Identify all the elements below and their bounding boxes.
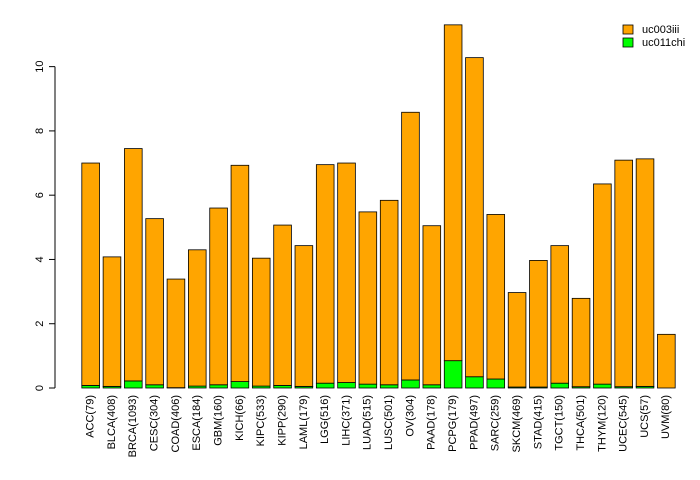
x-tick-label: OV(304): [404, 395, 416, 437]
bar-uc003iii-LGG(516): [315, 164, 335, 384]
bars: [81, 24, 676, 389]
x-tick-label: LIHC(371): [340, 395, 352, 446]
bar-uc003iii-PAAD(178): [422, 225, 442, 386]
x-tick-label: UCS(57): [639, 395, 651, 438]
bar-uc003iii-CESC(304): [145, 218, 164, 386]
bar-uc011chi-LGG(516): [315, 382, 335, 389]
x-tick-label: UVM(80): [660, 395, 672, 439]
x-tick-label: CESC(304): [149, 395, 161, 451]
x-tick-label: LUAD(515): [362, 395, 374, 450]
x-tick-label: LAML(179): [298, 395, 310, 449]
x-tick-label: STAD(415): [532, 395, 544, 449]
x-tick-label: GBM(160): [212, 395, 224, 446]
bar-uc003iii-LUSC(501): [379, 199, 399, 386]
bar-uc003iii-KIPP(290): [273, 224, 292, 386]
bar-uc003iii-THYM(120): [593, 183, 612, 385]
x-tick-label: UCEC(545): [618, 395, 630, 452]
bar-uc003iii-PCPG(179): [443, 24, 463, 362]
bar-uc003iii-BRCA(1093): [124, 148, 143, 382]
x-tick-label: PPAD(497): [468, 395, 480, 450]
bar-uc003iii-LIHC(371): [337, 162, 356, 383]
x-tick-label: PAAD(178): [426, 395, 438, 450]
legend-label-uc003iii: uc003iii: [642, 24, 679, 36]
x-tick-label: BRCA(1093): [127, 395, 139, 457]
bar-uc011chi-LUSC(501): [379, 384, 399, 389]
x-tick-label: KICH(66): [234, 395, 246, 441]
y-tick-label: 10: [34, 61, 46, 73]
bar-uc003iii-SKCM(469): [507, 292, 527, 388]
x-tick-label: SARC(259): [490, 395, 502, 451]
bar-uc011chi-THYM(120): [593, 383, 612, 389]
x-tick-label: ESCA(184): [191, 395, 203, 451]
x-tick-label: KIPP(290): [276, 395, 288, 446]
x-tick-label: BLCA(408): [106, 395, 118, 449]
x-tick-label: SKCM(469): [511, 395, 523, 452]
y-tick-label: 6: [34, 192, 46, 198]
legend-swatch-uc011chi: [622, 37, 634, 48]
x-axis-labels: ACC(79) BLCA(408) BRCA(1093) CESC(304) COAD(…: [85, 395, 673, 457]
bar-uc011chi-CESC(304): [145, 384, 164, 389]
legend-label-uc011chi: uc011chi: [642, 37, 685, 49]
y-axis: 0 2 4 6 8 10: [34, 61, 56, 391]
x-tick-label: COAD(406): [170, 395, 182, 452]
bar-uc003iii-COAD(406): [166, 278, 186, 389]
bar-uc003iii-ESCA(184): [188, 249, 207, 387]
bar-uc003iii-PPAD(497): [465, 57, 484, 378]
bar-uc003iii-TGCT(150): [550, 245, 569, 384]
bar-uc003iii-STAD(415): [529, 260, 548, 388]
bar-uc003iii-GBM(160): [209, 207, 228, 386]
y-tick-label: 0: [34, 385, 46, 391]
bar-uc011chi-KICH(66): [230, 381, 250, 389]
bar-uc011chi-PPAD(497): [465, 376, 484, 389]
bar-uc003iii-LUAD(515): [358, 211, 378, 385]
x-tick-label: KIPC(533): [255, 395, 267, 446]
legend-swatch-uc003iii: [622, 24, 634, 35]
bar-uc003iii-ACC(79): [81, 162, 100, 386]
bar-uc011chi-SARC(259): [486, 378, 506, 389]
bar-uc003iii-OV(304): [401, 111, 420, 381]
x-tick-label: THCA(501): [575, 395, 587, 451]
bar-uc011chi-TGCT(150): [550, 382, 569, 389]
bar-uc003iii-UVM(80): [657, 333, 676, 389]
bar-uc011chi-BRCA(1093): [124, 380, 143, 389]
x-tick-label: ACC(79): [85, 395, 97, 438]
y-tick-label: 4: [34, 256, 46, 262]
x-tick-label: LGG(516): [319, 395, 331, 444]
y-tick-label: 2: [34, 321, 46, 327]
bar-uc003iii-LAML(179): [294, 245, 314, 387]
bar-uc003iii-KICH(66): [230, 164, 250, 382]
bar-uc011chi-LUAD(515): [358, 383, 378, 389]
bar-uc003iii-SARC(259): [486, 214, 506, 380]
bar-uc011chi-OV(304): [401, 379, 420, 389]
bar-uc003iii-THCA(501): [571, 297, 591, 388]
bar-uc003iii-KIPC(533): [251, 257, 271, 387]
bar-uc011chi-PCPG(179): [443, 360, 463, 389]
x-tick-label: TGCT(150): [554, 395, 566, 451]
y-tick-label: 8: [34, 128, 46, 134]
bar-uc003iii-BLCA(408): [102, 256, 122, 387]
bar-uc011chi-LIHC(371): [337, 382, 356, 389]
x-tick-label: LUSC(501): [383, 395, 395, 450]
bar-uc011chi-GBM(160): [209, 384, 228, 389]
x-tick-label: THYM(120): [596, 395, 608, 452]
bar-uc003iii-UCS(57): [635, 158, 655, 387]
bar-uc011chi-PAAD(178): [422, 384, 442, 389]
bar-uc003iii-UCEC(545): [614, 159, 633, 388]
x-tick-label: PCPG(179): [447, 395, 459, 452]
